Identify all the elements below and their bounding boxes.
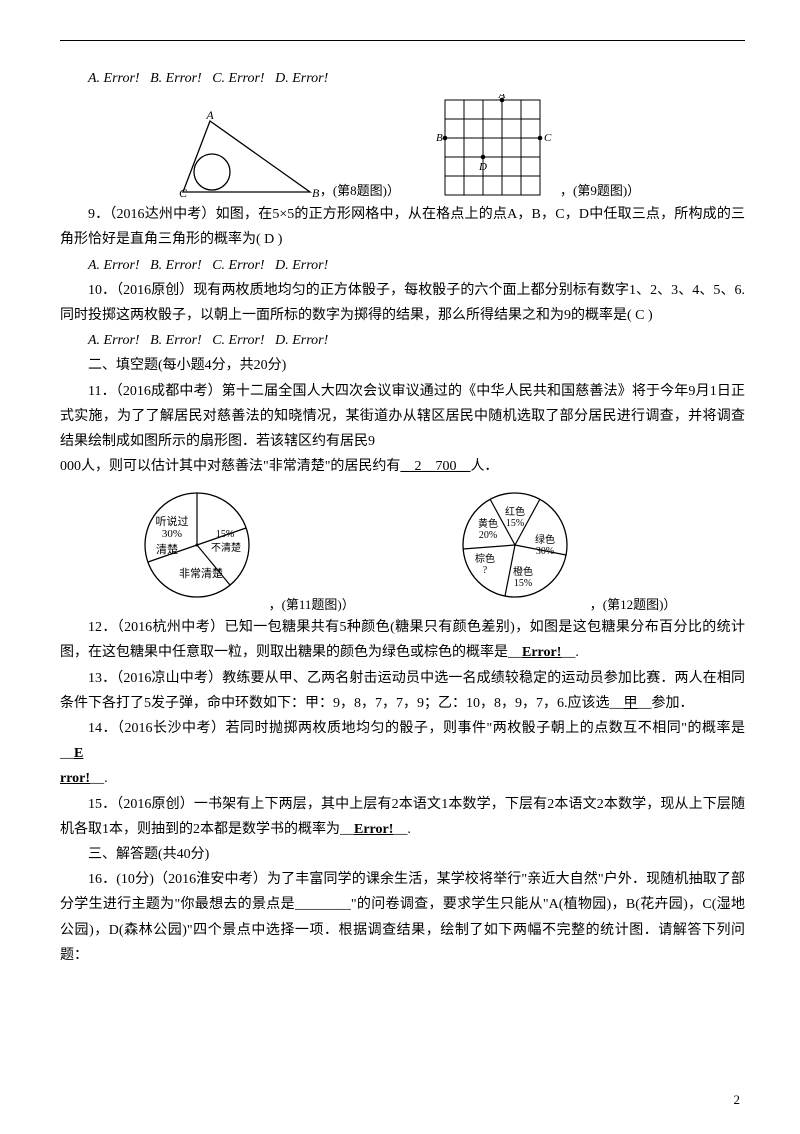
opt-d2: D. Error! (275, 258, 328, 273)
opt-d3: D. Error! (275, 333, 328, 348)
q14-ans-a: E (74, 746, 83, 761)
svg-text:C: C (544, 132, 552, 144)
fig8-caption: ，(第8题图)） (320, 180, 400, 199)
q10-text: 10．（2016原创）现有两枚质地均匀的正方体骰子，每枚骰子的六个面上都分别标有… (60, 278, 745, 328)
pie11-icon: 听说过 30% 15% 不清楚 清楚 非常清楚 (129, 483, 269, 613)
svg-text:红色: 红色 (505, 505, 525, 518)
q14-text-b: __. (90, 771, 108, 786)
opt-b2: B. Error! (150, 258, 202, 273)
section2-title: 二、填空题(每小题4分，共20分) (60, 353, 745, 378)
svg-text:不清楚: 不清楚 (211, 541, 241, 554)
opt-a: A. Error! (88, 71, 140, 86)
page-container: { "options_ABCD": { "a": "A. Error!", "b… (0, 0, 800, 1134)
q13-line: 13．（2016凉山中考）教练要从甲、乙两名射击运动员中选一名成绩较稳定的运动员… (60, 666, 745, 716)
pie11-caption: ，(第11题图)） (269, 594, 355, 613)
q11-text-b: 000人，则可以估计其中对慈善法"非常清楚"的居民约有 (60, 459, 400, 474)
svg-text:听说过: 听说过 (155, 514, 188, 528)
q12-text-b: __. (561, 645, 579, 660)
options-row-3: A. Error! B. Error! C. Error! D. Error! (60, 328, 745, 353)
pie11-block: 听说过 30% 15% 不清楚 清楚 非常清楚 ，(第11题图)） (129, 483, 355, 613)
opt-d: D. Error! (275, 71, 328, 86)
q11-text-a: 11．（2016成都中考）第十二届全国人大四次会议审议通过的《中华人民共和国慈善… (60, 379, 745, 455)
svg-text:?: ? (483, 565, 488, 576)
triangle-circle-icon: A C B (165, 107, 320, 199)
svg-text:C: C (179, 186, 188, 199)
grid-icon: A B C D (430, 94, 560, 199)
opt-b: B. Error! (150, 71, 202, 86)
page-number: 2 (734, 1092, 741, 1108)
opt-c3: C. Error! (212, 333, 264, 348)
top-rule (60, 40, 745, 41)
svg-text:黄色: 黄色 (478, 517, 498, 530)
q14-line: 14．（2016长沙中考）若同时抛掷两枚质地均匀的骰子，则事件"两枚骰子朝上的点… (60, 716, 745, 766)
svg-text:D: D (478, 161, 487, 173)
q12-line: 12．（2016杭州中考）已知一包糖果共有5种颜色(糖果只有颜色差别)，如图是这… (60, 615, 745, 665)
svg-text:非常清楚: 非常清楚 (179, 566, 223, 580)
opt-c2: C. Error! (212, 258, 264, 273)
fig9-caption: ，(第9题图)） (560, 180, 640, 199)
fig8-block: A C B ，(第8题图)） (165, 107, 400, 199)
svg-text:橙色: 橙色 (513, 565, 533, 578)
q9-text: 9．（2016达州中考）如图，在5×5的正方形网格中，从在格点上的点A，B，C，… (60, 202, 745, 252)
opt-c: C. Error! (212, 71, 264, 86)
options-row-1: A. Error! B. Error! C. Error! D. Error! (60, 66, 745, 91)
figure-row-1: A C B ，(第8题图)） A B C (60, 94, 745, 199)
opt-a2: A. Error! (88, 258, 140, 273)
q16-text: 16．(10分)（2016淮安中考）为了丰富同学的课余生活，某学校将举行"亲近大… (60, 867, 745, 968)
svg-text:B: B (312, 186, 320, 199)
q14-ans-b: rror! (60, 771, 90, 786)
q15-line: 15．（2016原创）一书架有上下两层，其中上层有2本语文1本数学，下层有2本语… (60, 792, 745, 842)
pie12-block: 红色 15% 黄色 20% 棕色 ? 绿色 30% 橙色 15% ，(第12题图… (450, 483, 677, 613)
q12-text-a: 12．（2016杭州中考）已知一包糖果共有5种颜色(糖果只有颜色差别)，如图是这… (60, 620, 745, 660)
fig9-block: A B C D ，(第9题图)） (430, 94, 640, 199)
svg-text:15%: 15% (506, 518, 524, 529)
pie-row: 听说过 30% 15% 不清楚 清楚 非常清楚 ，(第11题图)） 红色 15% (60, 483, 745, 613)
svg-text:A: A (205, 108, 214, 122)
svg-text:B: B (436, 132, 443, 144)
svg-text:清楚: 清楚 (156, 542, 178, 556)
q13-ans: 甲 (624, 696, 638, 711)
svg-text:15%: 15% (514, 578, 532, 589)
svg-text:绿色: 绿色 (535, 533, 555, 546)
q14-line2: rror!__. (60, 766, 745, 791)
opt-a3: A. Error! (88, 333, 140, 348)
svg-text:30%: 30% (536, 546, 554, 557)
q11-answer: __2__700__ (400, 459, 470, 474)
q14-text-a: 14．（2016长沙中考）若同时抛掷两枚质地均匀的骰子，则事件"两枚骰子朝上的点… (60, 721, 745, 761)
section3-title: 三、解答题(共40分) (60, 842, 745, 867)
q12-ans: Error! (522, 645, 561, 660)
q15-text-b: __. (393, 822, 411, 837)
q13-text-b: __参加． (638, 696, 694, 711)
svg-text:15%: 15% (215, 529, 233, 540)
q15-ans: Error! (354, 822, 393, 837)
q11-line2: 000人，则可以估计其中对慈善法"非常清楚"的居民约有__2__700__人． (60, 454, 745, 479)
svg-text:20%: 20% (479, 530, 497, 541)
pie12-caption: ，(第12题图)） (590, 594, 677, 613)
options-row-2: A. Error! B. Error! C. Error! D. Error! (60, 253, 745, 278)
svg-text:A: A (498, 94, 506, 101)
svg-text:30%: 30% (161, 528, 181, 540)
q11-text-c: 人． (470, 459, 498, 474)
svg-text:棕色: 棕色 (475, 552, 495, 565)
opt-b3: B. Error! (150, 333, 202, 348)
pie12-icon: 红色 15% 黄色 20% 棕色 ? 绿色 30% 橙色 15% (450, 483, 590, 613)
